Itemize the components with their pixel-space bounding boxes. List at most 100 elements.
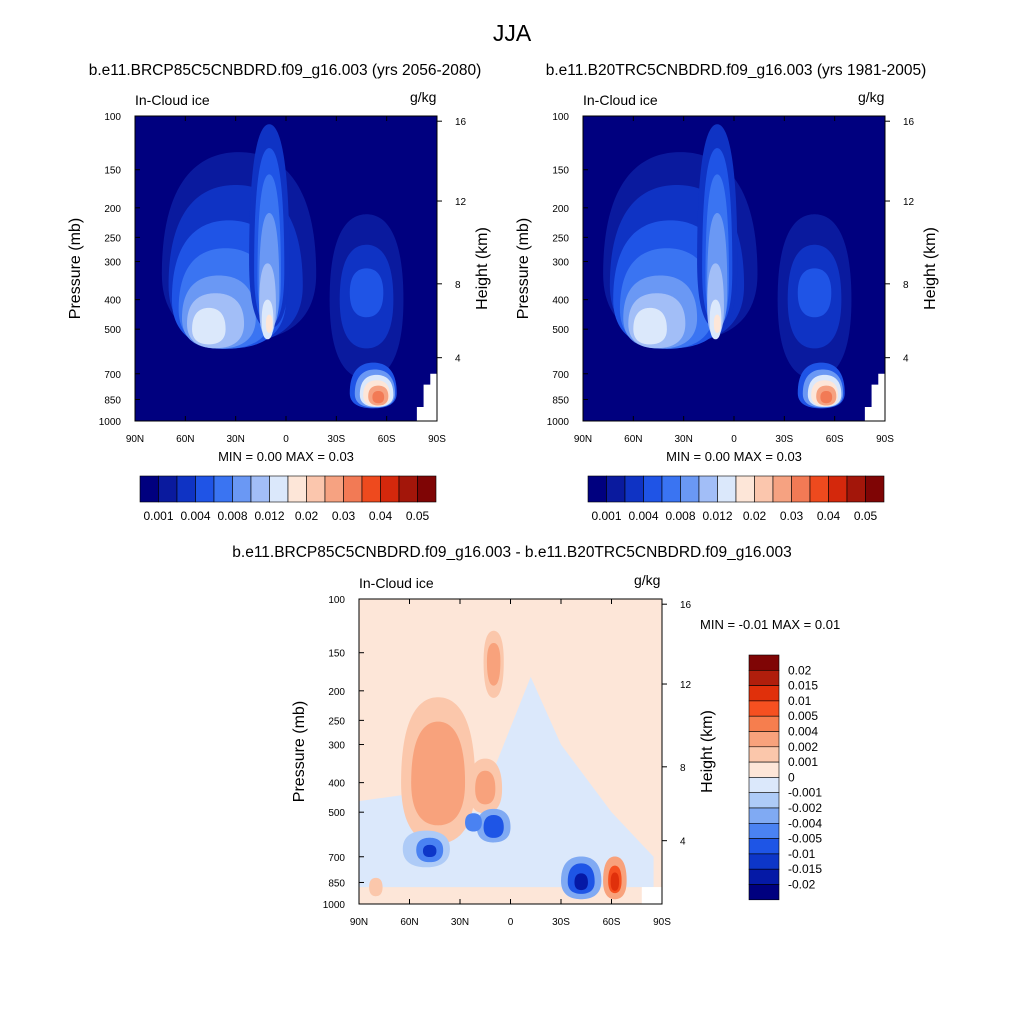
nh-contour-6 xyxy=(633,307,667,345)
y-axis-label: Pressure (mb) xyxy=(291,701,308,802)
colorbar-label: 0.012 xyxy=(702,509,732,523)
x-tick-label: 60S xyxy=(826,434,844,445)
panel1-units-label: g/kg xyxy=(410,89,437,105)
y-tick-label: 200 xyxy=(328,687,345,698)
colorbar-box xyxy=(748,654,780,671)
y2-tick-label: 4 xyxy=(680,837,686,848)
y2-tick-label: 12 xyxy=(455,197,467,208)
y-tick-label: 150 xyxy=(328,649,345,660)
tower-contour-6 xyxy=(265,314,273,333)
colorbar-box xyxy=(748,685,780,702)
colorbar-box xyxy=(748,731,780,748)
colorbar-box xyxy=(772,475,792,503)
y-tick-label: 200 xyxy=(104,204,121,215)
y-tick-label: 700 xyxy=(328,853,345,864)
colorbar-label: 0 xyxy=(788,770,795,784)
colorbar-box xyxy=(661,475,681,503)
colorbar-label: 0.05 xyxy=(406,509,430,523)
colorbar-label: 0.004 xyxy=(628,509,658,523)
x-tick-label: 30S xyxy=(327,434,345,445)
y-tick-label: 850 xyxy=(328,878,345,889)
colorbar-box xyxy=(213,475,233,503)
y-tick-label: 100 xyxy=(552,112,569,123)
colorbar-box xyxy=(748,792,780,809)
y2-axis-label: Height (km) xyxy=(699,710,716,793)
negative-contour-2 xyxy=(422,844,437,858)
y2-tick-label: 16 xyxy=(680,600,692,611)
x-tick-label: 30S xyxy=(775,434,793,445)
colorbar-box xyxy=(748,761,780,778)
colorbar-label: 0.004 xyxy=(788,725,818,739)
y-tick-label: 300 xyxy=(552,258,569,269)
y-tick-label: 1000 xyxy=(547,417,570,428)
y-axis-label: Pressure (mb) xyxy=(67,218,84,319)
sh-mid-contour-2 xyxy=(797,268,832,318)
y2-tick-label: 12 xyxy=(903,197,915,208)
y2-tick-label: 4 xyxy=(455,354,461,365)
y-tick-label: 1000 xyxy=(99,417,122,428)
colorbar-box xyxy=(380,475,400,503)
panel1-axes xyxy=(134,115,442,422)
sh-mid-contour-2 xyxy=(349,268,384,318)
positive-contour-5 xyxy=(475,770,496,805)
topography-mask xyxy=(864,373,885,421)
y2-axis-label: Height (km) xyxy=(922,227,939,310)
colorbar-box xyxy=(748,853,780,870)
colorbar-box xyxy=(139,475,159,503)
colorbar-box xyxy=(748,746,780,763)
x-tick-label: 90S xyxy=(876,434,894,445)
y2-axis-label: Height (km) xyxy=(474,227,491,310)
y-tick-label: 1000 xyxy=(323,900,346,911)
y-tick-label: 850 xyxy=(104,395,121,406)
colorbar-box xyxy=(287,475,307,503)
colorbar-label: -0.004 xyxy=(788,816,822,830)
colorbar-box xyxy=(158,475,178,503)
panel2-minmax: MIN = 0.00 MAX = 0.03 xyxy=(666,449,802,464)
colorbar-label: 0.008 xyxy=(217,509,247,523)
colorbar-label: 0.015 xyxy=(788,679,818,693)
y-tick-label: 400 xyxy=(328,779,345,790)
colorbar-box xyxy=(748,777,780,794)
y-tick-label: 400 xyxy=(104,296,121,307)
colorbar-box xyxy=(748,868,780,885)
colorbar-label: -0.015 xyxy=(788,862,822,876)
colorbar-box xyxy=(754,475,774,503)
colorbar-box xyxy=(361,475,381,503)
y2-tick-label: 16 xyxy=(455,117,467,128)
colorbar-label: 0.02 xyxy=(743,509,767,523)
colorbar-label: 0.012 xyxy=(254,509,284,523)
colorbar-label: -0.001 xyxy=(788,786,822,800)
y2-tick-label: 8 xyxy=(903,280,909,291)
positive-contour-3 xyxy=(486,642,501,686)
colorbar-box xyxy=(232,475,252,503)
nh-contour-6 xyxy=(192,307,226,345)
colorbar-box xyxy=(748,669,780,686)
y-tick-label: 250 xyxy=(552,233,569,244)
x-tick-label: 30N xyxy=(674,434,692,445)
panel2-axes xyxy=(582,115,890,422)
colorbar-box xyxy=(680,475,700,503)
x-tick-label: 0 xyxy=(283,434,289,445)
y-tick-label: 400 xyxy=(552,296,569,307)
colorbar-box xyxy=(828,475,848,503)
negative-contour-8 xyxy=(574,873,588,891)
colorbar-box xyxy=(846,475,866,503)
sh-low-contour-5 xyxy=(820,391,833,404)
x-tick-label: 60N xyxy=(176,434,194,445)
x-tick-label: 90S xyxy=(653,917,671,928)
colorbar-box xyxy=(176,475,196,503)
colorbar-box xyxy=(748,715,780,732)
topography-mask xyxy=(641,887,662,904)
colorbar-label: 0.001 xyxy=(591,509,621,523)
positive-contour-8 xyxy=(610,872,620,891)
y-tick-label: 250 xyxy=(328,716,345,727)
positive-contour-1 xyxy=(411,721,466,826)
colorbar-box xyxy=(643,475,663,503)
y-tick-label: 250 xyxy=(104,233,121,244)
y-tick-label: 500 xyxy=(104,325,121,336)
x-tick-label: 90N xyxy=(350,917,368,928)
y-axis-label: Pressure (mb) xyxy=(515,218,532,319)
y-tick-label: 500 xyxy=(328,808,345,819)
panel1-minmax: MIN = 0.00 MAX = 0.03 xyxy=(218,449,354,464)
